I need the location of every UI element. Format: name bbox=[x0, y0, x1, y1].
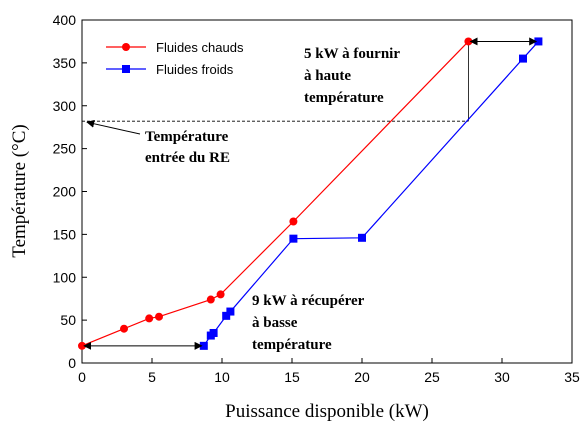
y-tick-label: 150 bbox=[53, 226, 77, 242]
annotation-hot: 5 kW à fournir à haute température bbox=[304, 46, 400, 106]
series-0-point bbox=[289, 217, 298, 226]
legend-hot-label: Fluides chauds bbox=[156, 40, 244, 55]
y-tick-label: 0 bbox=[68, 355, 76, 371]
series-0-point bbox=[155, 312, 163, 321]
y-tick-label: 300 bbox=[53, 98, 77, 114]
series-1-point bbox=[519, 54, 527, 63]
series-0-point bbox=[216, 290, 225, 299]
legend-cold-label: Fluides froids bbox=[156, 62, 234, 77]
series-0-point bbox=[145, 314, 154, 323]
x-tick-label: 10 bbox=[214, 369, 230, 385]
annotation-inlet-line-2: entrée du RE bbox=[145, 150, 230, 166]
y-axis-title: Température (°C) bbox=[9, 124, 30, 257]
series-0-point bbox=[206, 295, 215, 304]
series-1-point bbox=[226, 307, 235, 316]
reference-lines bbox=[82, 41, 469, 135]
series-1-point bbox=[222, 311, 231, 320]
series-1-point bbox=[209, 328, 218, 337]
x-axis-title: Puissance disponible (kW) bbox=[225, 401, 429, 422]
legend-cold-marker bbox=[122, 65, 130, 73]
annotation-hot-line-3: température bbox=[304, 90, 384, 106]
annotation-cold-line-3: température bbox=[252, 337, 332, 353]
annotation-hot-line-1: 5 kW à fournir bbox=[304, 46, 400, 62]
annotation-hot-line-2: à haute bbox=[304, 68, 351, 84]
y-tick-label: 200 bbox=[53, 184, 77, 200]
series-1-point bbox=[358, 233, 366, 242]
series-1-point bbox=[199, 341, 208, 350]
x-tick-label: 25 bbox=[424, 369, 440, 385]
x-tick-label: 20 bbox=[354, 369, 370, 385]
series-1-point bbox=[289, 234, 298, 243]
annotation-inlet-line-1: Température bbox=[145, 129, 229, 145]
legend-hot-marker bbox=[122, 43, 130, 51]
y-tick-label: 250 bbox=[53, 141, 77, 157]
x-tick-label: 0 bbox=[78, 369, 86, 385]
plot-area bbox=[81, 19, 573, 364]
series-line-0 bbox=[81, 41, 469, 347]
x-tick-label: 15 bbox=[284, 369, 300, 385]
y-tick-label: 100 bbox=[53, 269, 77, 285]
annotation-cold-line-2: à basse bbox=[252, 315, 298, 331]
annotation-cold: 9 kW à récupérer à basse température bbox=[252, 293, 365, 353]
x-tick-label: 5 bbox=[148, 369, 156, 385]
y-tick-label: 50 bbox=[60, 312, 76, 328]
arrows-layer bbox=[83, 37, 538, 350]
inlet-pointer-arrow bbox=[86, 119, 141, 135]
series-0-point bbox=[120, 324, 128, 333]
y-tick-label: 350 bbox=[53, 55, 77, 71]
series-1-point bbox=[534, 37, 543, 46]
y-tick-label: 400 bbox=[53, 12, 77, 28]
annotation-cold-line-1: 9 kW à récupérer bbox=[252, 293, 365, 309]
x-tick-label: 30 bbox=[494, 369, 510, 385]
x-tick-label: 35 bbox=[564, 369, 580, 385]
legend: Fluides chauds Fluides froids bbox=[106, 40, 244, 77]
annotation-inlet: Température entrée du RE bbox=[145, 129, 230, 166]
